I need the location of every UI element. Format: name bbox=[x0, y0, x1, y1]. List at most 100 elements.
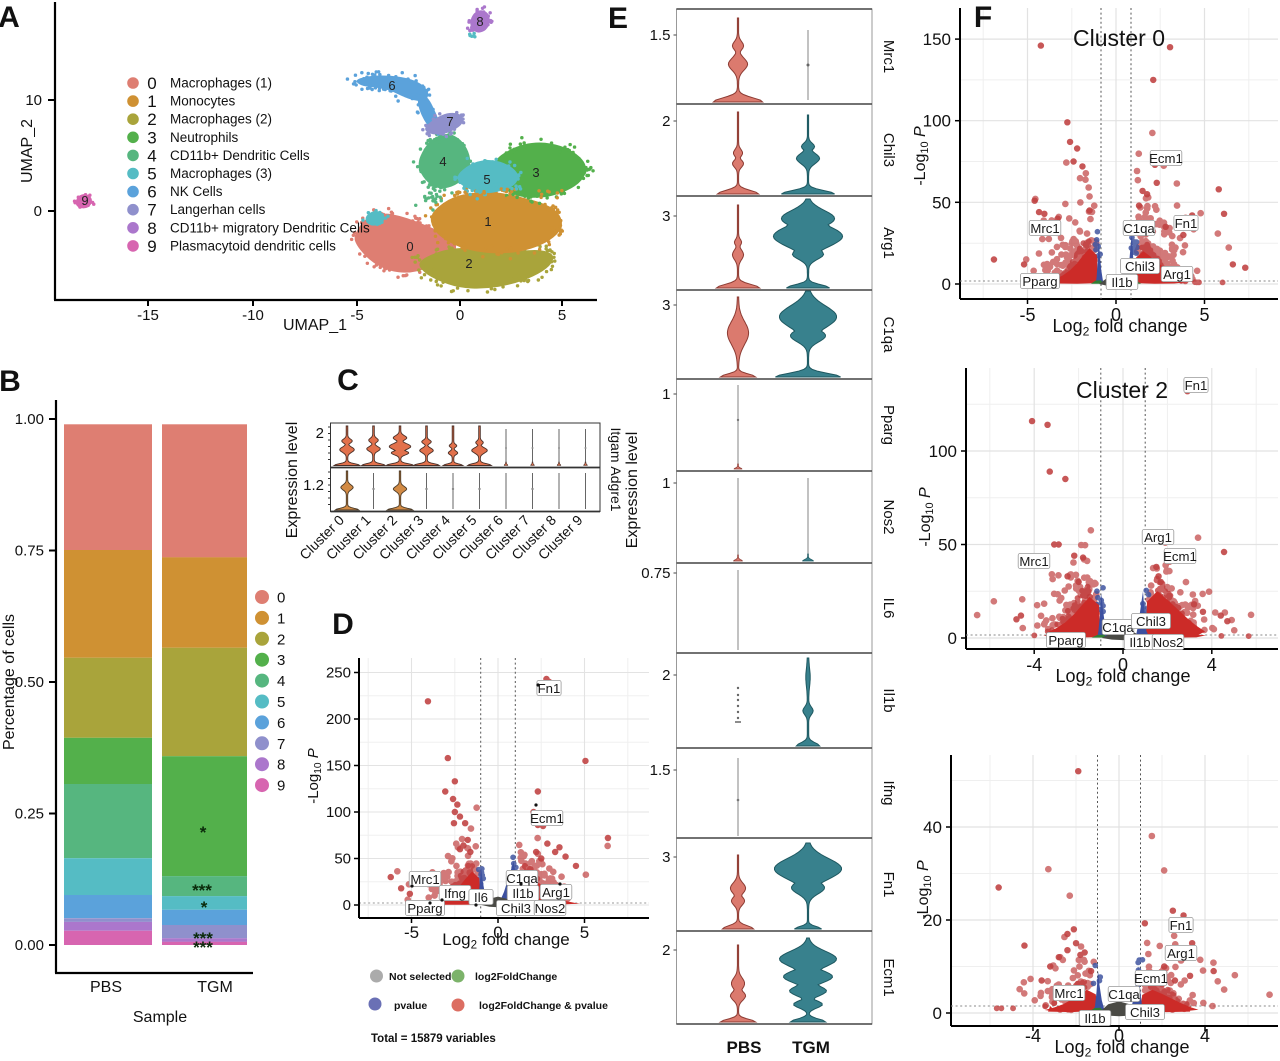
svg-text:0: 0 bbox=[942, 275, 951, 294]
svg-text:0: 0 bbox=[493, 923, 502, 942]
svg-text:Mrc1: Mrc1 bbox=[1054, 986, 1083, 1001]
svg-text:IL6: IL6 bbox=[880, 598, 897, 619]
svg-text:Total = 15879 variables: Total = 15879 variables bbox=[371, 1033, 496, 1045]
svg-text:Fn1: Fn1 bbox=[538, 681, 561, 696]
svg-text:100: 100 bbox=[326, 804, 351, 821]
svg-text:4: 4 bbox=[1200, 1026, 1210, 1046]
svg-text:100: 100 bbox=[929, 442, 957, 461]
svg-text:***: *** bbox=[193, 938, 213, 957]
svg-text:-5: -5 bbox=[350, 307, 363, 324]
svg-text:6: 6 bbox=[388, 78, 395, 93]
svg-text:C1qa: C1qa bbox=[880, 317, 897, 354]
svg-text:7: 7 bbox=[277, 736, 285, 753]
svg-text:0: 0 bbox=[1118, 655, 1128, 675]
svg-text:Neutrophils: Neutrophils bbox=[170, 130, 239, 145]
svg-text:Macrophages (3): Macrophages (3) bbox=[170, 166, 272, 181]
svg-text:9: 9 bbox=[147, 237, 156, 256]
svg-text:-Log10 P: -Log10 P bbox=[305, 748, 325, 804]
svg-text:1: 1 bbox=[277, 610, 285, 627]
svg-text:1: 1 bbox=[662, 475, 670, 492]
svg-text:Log2 fold change: Log2 fold change bbox=[1053, 316, 1188, 339]
svg-text:-4: -4 bbox=[1026, 655, 1042, 675]
svg-text:Sample: Sample bbox=[133, 1009, 187, 1026]
svg-text:Ecm1: Ecm1 bbox=[1134, 971, 1168, 986]
svg-text:TGM: TGM bbox=[197, 979, 233, 996]
svg-text:Il6: Il6 bbox=[474, 890, 488, 905]
svg-text:4: 4 bbox=[147, 146, 156, 165]
svg-text:Nos2: Nos2 bbox=[535, 901, 566, 916]
svg-text:0: 0 bbox=[948, 629, 957, 648]
svg-text:0: 0 bbox=[277, 590, 285, 607]
svg-text:Ifng: Ifng bbox=[880, 780, 897, 805]
svg-text:Fn1: Fn1 bbox=[1170, 918, 1193, 933]
svg-text:10: 10 bbox=[25, 92, 42, 109]
svg-text:5: 5 bbox=[277, 694, 285, 711]
svg-text:2: 2 bbox=[465, 256, 472, 271]
svg-text:A: A bbox=[0, 1, 20, 34]
svg-text:1.00: 1.00 bbox=[15, 411, 44, 428]
svg-text:100: 100 bbox=[923, 112, 951, 131]
svg-text:Chil3: Chil3 bbox=[1136, 614, 1166, 629]
svg-text:9: 9 bbox=[277, 778, 285, 795]
svg-text:1: 1 bbox=[147, 92, 156, 111]
svg-text:9: 9 bbox=[81, 193, 88, 208]
svg-text:Ecm1: Ecm1 bbox=[530, 811, 564, 826]
svg-text:***: *** bbox=[192, 881, 212, 900]
svg-text:-4: -4 bbox=[1025, 1026, 1041, 1046]
svg-text:PBS: PBS bbox=[727, 1038, 762, 1057]
svg-text:3: 3 bbox=[662, 849, 670, 866]
svg-text:Log2 fold change: Log2 fold change bbox=[442, 930, 569, 951]
svg-text:Log2 fold change: Log2 fold change bbox=[1056, 666, 1191, 689]
svg-text:2: 2 bbox=[662, 942, 670, 959]
svg-text:2: 2 bbox=[277, 631, 285, 648]
svg-text:Nos2: Nos2 bbox=[1153, 635, 1184, 650]
svg-text:C1qa: C1qa bbox=[1108, 987, 1140, 1002]
svg-text:D: D bbox=[332, 608, 354, 641]
svg-text:50: 50 bbox=[932, 193, 951, 212]
svg-text:Macrophages (2): Macrophages (2) bbox=[170, 112, 272, 127]
svg-text:Arg1: Arg1 bbox=[1163, 267, 1191, 282]
svg-text:C: C bbox=[337, 364, 359, 397]
svg-text:8: 8 bbox=[147, 219, 156, 238]
svg-text:Chil3: Chil3 bbox=[1125, 259, 1155, 274]
svg-text:Arg1: Arg1 bbox=[542, 885, 570, 900]
svg-text:-5: -5 bbox=[404, 923, 419, 942]
svg-text:Il1b: Il1b bbox=[1084, 1011, 1105, 1026]
svg-text:*: * bbox=[200, 823, 207, 842]
svg-text:Pparg: Pparg bbox=[880, 405, 897, 445]
svg-text:2: 2 bbox=[662, 667, 670, 684]
svg-text:3: 3 bbox=[532, 165, 539, 180]
svg-text:6: 6 bbox=[277, 715, 285, 732]
svg-text:4: 4 bbox=[439, 154, 446, 169]
svg-text:20: 20 bbox=[923, 911, 942, 930]
svg-text:5: 5 bbox=[1199, 305, 1209, 325]
svg-text:Pparg: Pparg bbox=[1022, 274, 1057, 289]
svg-text:Mrc1: Mrc1 bbox=[1019, 554, 1048, 569]
svg-text:TGM: TGM bbox=[792, 1038, 830, 1057]
svg-text:0: 0 bbox=[343, 897, 351, 914]
svg-text:UMAP_2: UMAP_2 bbox=[19, 119, 36, 183]
svg-text:Ifng: Ifng bbox=[444, 886, 466, 901]
svg-text:Pparg: Pparg bbox=[1048, 633, 1083, 648]
svg-text:Arg1: Arg1 bbox=[1167, 946, 1195, 961]
svg-text:Monocytes: Monocytes bbox=[170, 94, 236, 109]
svg-text:B: B bbox=[0, 365, 21, 398]
svg-text:4: 4 bbox=[1207, 655, 1217, 675]
svg-text:Log2 fold change: Log2 fold change bbox=[1055, 1037, 1190, 1060]
svg-text:-10: -10 bbox=[242, 307, 264, 324]
svg-text:Fn1: Fn1 bbox=[880, 872, 897, 898]
svg-text:1.5: 1.5 bbox=[650, 27, 671, 44]
svg-text:0: 0 bbox=[34, 203, 42, 220]
svg-text:UMAP_1: UMAP_1 bbox=[283, 317, 347, 334]
svg-text:6: 6 bbox=[147, 183, 156, 202]
svg-text:3: 3 bbox=[277, 652, 285, 669]
svg-text:1.2: 1.2 bbox=[303, 477, 324, 494]
svg-text:Nos2: Nos2 bbox=[880, 499, 897, 534]
svg-text:Mrc1: Mrc1 bbox=[410, 872, 439, 887]
svg-text:PBS: PBS bbox=[90, 979, 122, 996]
svg-text:C1qa: C1qa bbox=[1123, 221, 1155, 236]
svg-text:0.75: 0.75 bbox=[15, 543, 44, 560]
svg-text:50: 50 bbox=[334, 851, 351, 868]
svg-text:Pparg: Pparg bbox=[407, 901, 442, 916]
svg-text:Langerhan cells: Langerhan cells bbox=[170, 202, 266, 217]
